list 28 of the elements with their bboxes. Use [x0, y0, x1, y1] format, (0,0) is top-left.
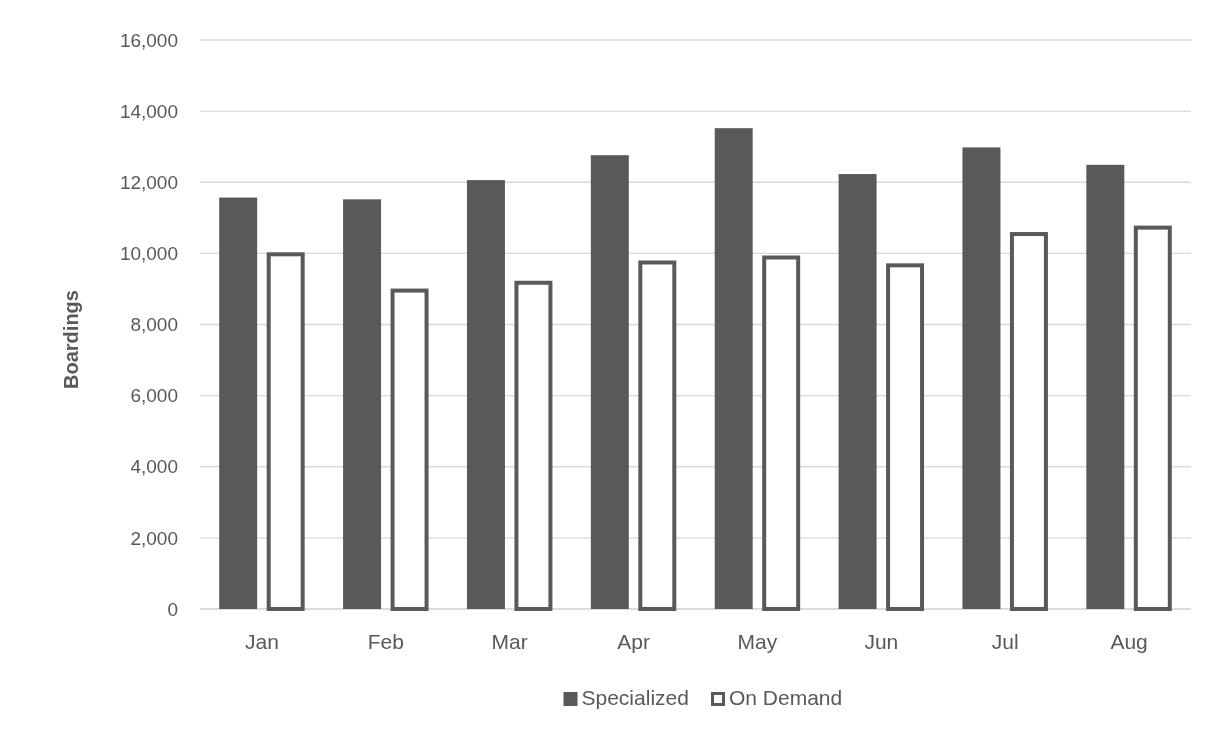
y-tick-label: 12,000: [119, 171, 178, 193]
bar: [1086, 164, 1125, 609]
y-tick-label: 10,000: [119, 243, 178, 265]
y-tick-label: 8,000: [130, 314, 178, 336]
x-tick-label: May: [737, 630, 778, 653]
x-tick-label: Jun: [864, 630, 899, 653]
x-tick-label: Feb: [367, 630, 404, 653]
y-tick-label: 6,000: [130, 385, 178, 407]
x-tick-label: Mar: [491, 630, 528, 653]
legend-label: On Demand: [729, 686, 843, 709]
bar: [838, 174, 877, 609]
y-tick-label: 2,000: [130, 527, 178, 549]
bar: [219, 197, 258, 609]
x-tick-label: Jan: [245, 630, 279, 653]
x-tick-label: Aug: [1110, 630, 1148, 653]
bar: [714, 128, 753, 609]
x-tick-label: Jul: [991, 630, 1019, 653]
x-tick-label: Apr: [617, 630, 650, 653]
y-tick-label: 0: [167, 598, 178, 620]
bar: [466, 180, 505, 609]
y-tick-label: 16,000: [119, 29, 178, 51]
bar: [962, 147, 1001, 609]
bar: [590, 155, 629, 609]
y-axis-title: Boardings: [60, 290, 82, 389]
y-tick-label: 14,000: [119, 100, 178, 122]
bar: [343, 199, 382, 609]
legend-label: Specialized: [581, 686, 689, 709]
y-tick-label: 4,000: [130, 456, 178, 478]
